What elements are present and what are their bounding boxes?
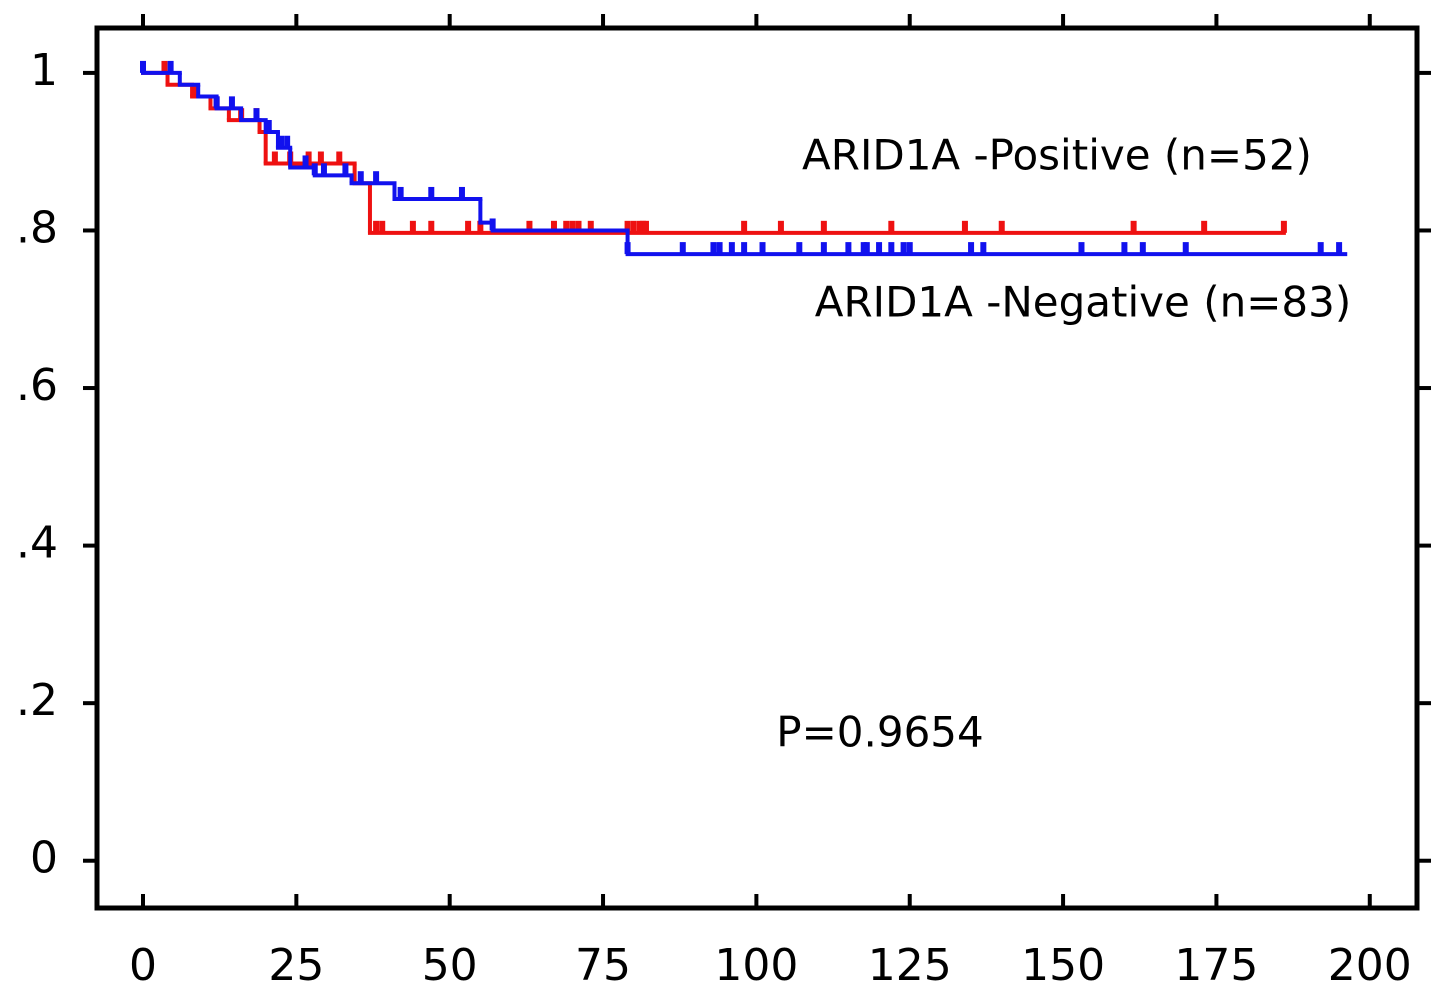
- censor-mark: [741, 220, 748, 233]
- censor-mark: [228, 96, 235, 109]
- censor-mark: [265, 119, 272, 132]
- censor-mark: [409, 220, 416, 233]
- censor-mark: [1139, 242, 1146, 255]
- censor-mark: [253, 108, 260, 121]
- censor-mark: [860, 242, 867, 255]
- censor-mark: [336, 151, 343, 164]
- censor-mark: [305, 151, 312, 164]
- censor-mark: [998, 220, 1005, 233]
- censor-mark: [1121, 242, 1128, 255]
- censor-mark: [639, 220, 646, 233]
- series-label: ARID1A -Positive (n=52): [802, 131, 1312, 180]
- censor-mark: [759, 242, 766, 255]
- censor-mark: [642, 220, 649, 233]
- censor-mark: [980, 242, 987, 255]
- censor-mark: [716, 242, 723, 255]
- x-tick-label: 150: [1021, 940, 1105, 991]
- censor-mark: [342, 163, 349, 176]
- censor-mark: [1317, 242, 1324, 255]
- p-value: P=0.9654: [776, 708, 983, 757]
- censor-mark: [563, 220, 570, 233]
- censor-mark: [278, 135, 285, 148]
- censor-mark: [876, 242, 883, 255]
- censor-mark: [397, 186, 404, 199]
- y-tick-label: .8: [16, 202, 58, 253]
- x-tick-label: 100: [714, 940, 798, 991]
- censor-mark: [863, 242, 870, 255]
- x-tick-label: 200: [1328, 940, 1412, 991]
- y-tick-label: 1: [30, 45, 58, 96]
- series-label: ARID1A -Negative (n=83): [815, 278, 1351, 327]
- censor-mark: [167, 60, 174, 73]
- censor-mark: [489, 218, 496, 231]
- y-tick-label: 0: [30, 833, 58, 884]
- censor-mark: [1130, 220, 1137, 233]
- censor-mark: [320, 163, 327, 176]
- x-tick-label: 0: [129, 940, 157, 991]
- censor-mark: [271, 151, 278, 164]
- censor-mark: [1078, 242, 1085, 255]
- censor-mark: [900, 242, 907, 255]
- censor-mark: [526, 220, 533, 233]
- censor-mark: [888, 242, 895, 255]
- censor-mark: [961, 220, 968, 233]
- censor-mark: [1182, 242, 1189, 255]
- censor-mark: [820, 242, 827, 255]
- censor-mark: [477, 220, 484, 233]
- censor-mark: [820, 220, 827, 233]
- censor-mark: [906, 242, 913, 255]
- censor-mark: [550, 220, 557, 233]
- censor-mark: [373, 171, 380, 184]
- x-tick-label: 175: [1174, 940, 1258, 991]
- censor-mark: [624, 242, 631, 255]
- censor-mark: [192, 84, 199, 97]
- censor-mark: [373, 220, 380, 233]
- censor-mark: [379, 220, 386, 233]
- censor-mark: [465, 220, 472, 233]
- censor-mark: [284, 135, 291, 148]
- x-tick-label: 75: [575, 940, 631, 991]
- censor-mark: [796, 242, 803, 255]
- censor-mark: [311, 163, 318, 176]
- y-tick-label: .4: [16, 518, 58, 569]
- censor-mark: [1280, 220, 1287, 233]
- censor-mark: [213, 96, 220, 109]
- censor-mark: [845, 242, 852, 255]
- censor-mark: [624, 220, 631, 233]
- censor-mark: [428, 220, 435, 233]
- censor-mark: [741, 242, 748, 255]
- y-tick-label: .6: [16, 360, 58, 411]
- censor-mark: [777, 220, 784, 233]
- x-tick-label: 50: [422, 940, 478, 991]
- censor-mark: [710, 242, 717, 255]
- censor-mark: [630, 220, 637, 233]
- censor-mark: [888, 220, 895, 233]
- censor-mark: [161, 60, 168, 73]
- censor-mark: [140, 60, 147, 73]
- censor-mark: [679, 242, 686, 255]
- censor-mark: [428, 186, 435, 199]
- censor-mark: [587, 220, 594, 233]
- censor-mark: [458, 186, 465, 199]
- censor-mark: [968, 242, 975, 255]
- censor-mark: [1201, 220, 1208, 233]
- censor-mark: [636, 220, 643, 233]
- censor-mark: [575, 220, 582, 233]
- x-tick-label: 125: [868, 940, 952, 991]
- censor-mark: [569, 220, 576, 233]
- y-tick-label: .2: [16, 675, 58, 726]
- censor-mark: [1336, 242, 1343, 255]
- censor-mark: [302, 155, 309, 168]
- censor-mark: [728, 242, 735, 255]
- x-tick-label: 25: [268, 940, 324, 991]
- censor-mark: [357, 171, 364, 184]
- censor-mark: [317, 151, 324, 164]
